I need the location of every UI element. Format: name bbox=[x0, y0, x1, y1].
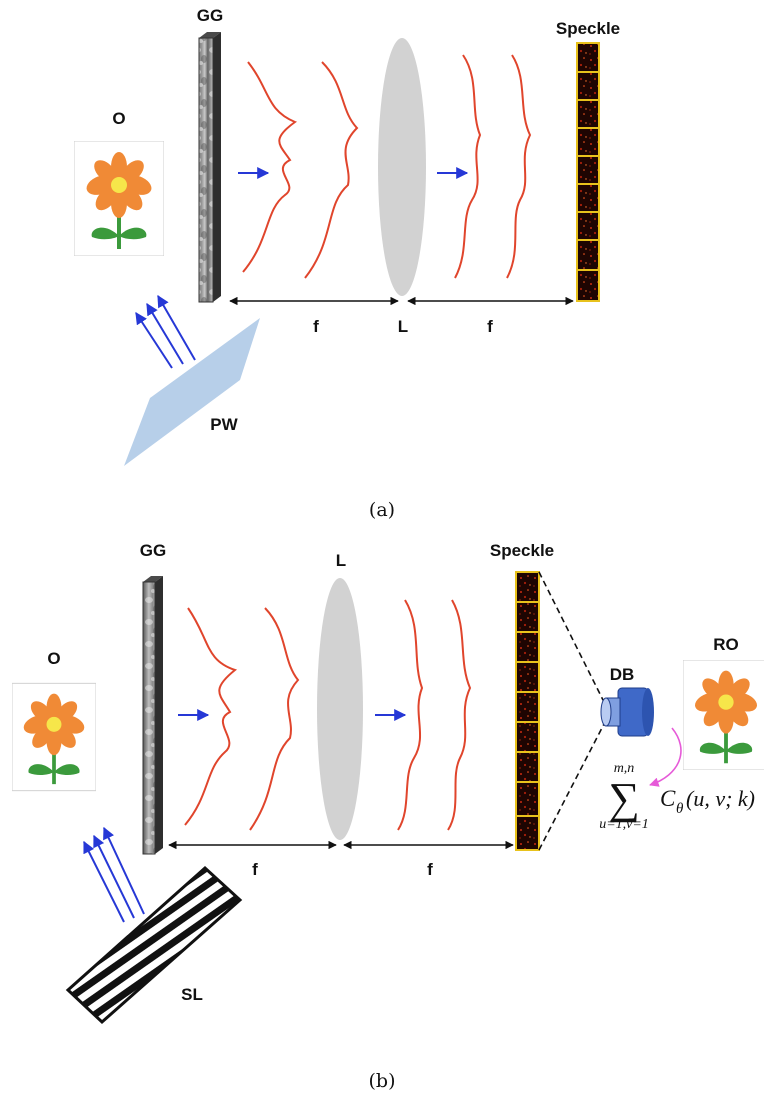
wavefronts-right bbox=[397, 599, 472, 831]
wavefronts-left bbox=[242, 61, 359, 279]
object-label: O bbox=[112, 109, 125, 128]
reconstructed-flower-icon bbox=[683, 660, 764, 770]
flower-object-icon bbox=[74, 141, 164, 256]
speckle-strip-icon bbox=[515, 571, 540, 851]
correlation-formula: m,n ∑ u=1,v=1 C θ (u, v; k) bbox=[599, 761, 755, 832]
speckle-label: Speckle bbox=[556, 19, 620, 38]
panel-b: O GG SL L bbox=[12, 541, 764, 1092]
wavefronts-right bbox=[454, 54, 532, 279]
focal-left-label: f bbox=[252, 860, 258, 879]
sum-upper: m,n bbox=[614, 761, 635, 776]
ground-glass-diffuser-icon bbox=[142, 576, 163, 855]
ground-glass-label: GG bbox=[140, 541, 166, 560]
ground-glass-diffuser-icon bbox=[198, 32, 221, 303]
plane-wave-plate-icon bbox=[124, 318, 260, 466]
plane-wave-label: PW bbox=[210, 415, 238, 434]
focal-right-label: f bbox=[427, 860, 433, 879]
sum-symbol: ∑ bbox=[608, 774, 639, 823]
slm-grating-icon bbox=[65, 865, 243, 1025]
panel-a: O GG PW bbox=[74, 6, 620, 521]
lens-icon bbox=[378, 38, 426, 296]
detector-label: DB bbox=[610, 665, 635, 684]
correlation-args: (u, v; k) bbox=[686, 786, 755, 811]
focal-right-label: f bbox=[487, 317, 493, 336]
sum-lower: u=1,v=1 bbox=[599, 817, 649, 832]
caption-a: (a) bbox=[369, 499, 395, 521]
correlation-symbol: C bbox=[660, 786, 676, 811]
focal-left-label: f bbox=[313, 317, 319, 336]
lens-label: L bbox=[336, 551, 346, 570]
reconstruction-arrow bbox=[649, 727, 682, 787]
slm-label: SL bbox=[181, 985, 203, 1004]
flower-object-icon bbox=[12, 682, 96, 792]
detector-bucket-icon bbox=[600, 687, 654, 737]
lens-label: L bbox=[398, 317, 408, 336]
incident-arrows bbox=[83, 826, 145, 923]
object-label: O bbox=[47, 649, 60, 668]
caption-b: (b) bbox=[369, 1070, 396, 1092]
incident-arrows bbox=[135, 294, 196, 369]
correlation-subscript: θ bbox=[676, 801, 684, 817]
speckle-strip-icon bbox=[576, 42, 600, 302]
reconstructed-label: RO bbox=[713, 635, 739, 654]
speckle-label: Speckle bbox=[490, 541, 554, 560]
lens-icon bbox=[317, 578, 363, 840]
detector-cone-lines bbox=[538, 571, 605, 851]
wavefronts-left bbox=[184, 607, 300, 831]
ground-glass-label: GG bbox=[197, 6, 223, 25]
